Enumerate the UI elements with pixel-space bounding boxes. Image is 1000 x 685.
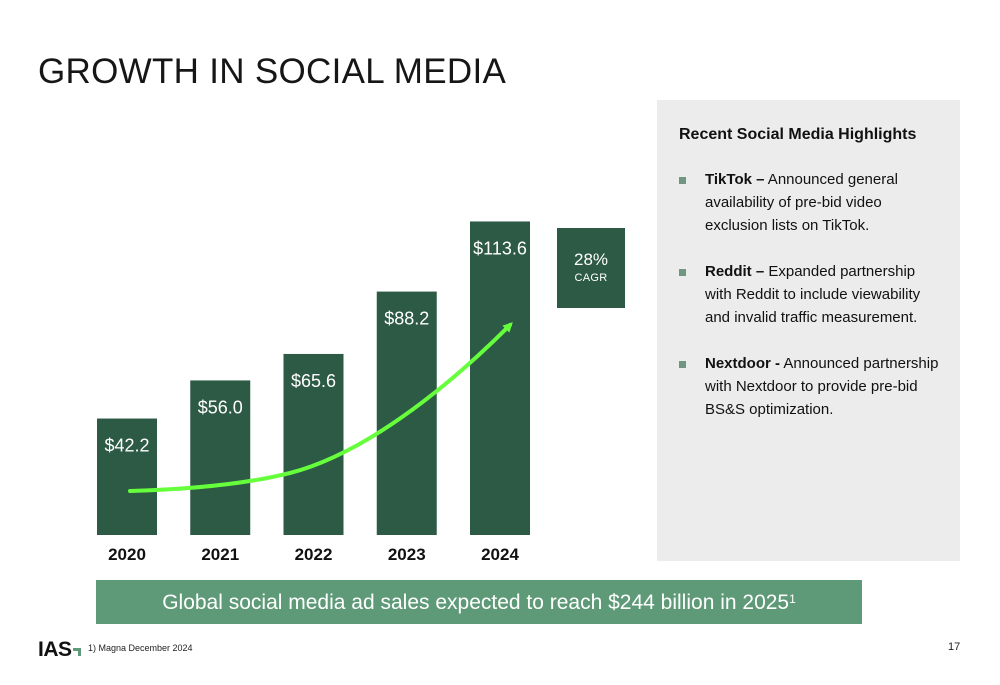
forecast-banner: Global social media ad sales expected to… bbox=[96, 580, 862, 624]
bar-value-label: $56.0 bbox=[198, 397, 243, 417]
bar-chart: $42.2 2020 $56.0 2021 $65.6 2022 $88.2 2023 $113… bbox=[97, 221, 530, 564]
banner-footnote-marker: 1 bbox=[789, 592, 796, 606]
bar-value-label: $42.2 bbox=[104, 436, 149, 456]
x-tick-label: 2020 bbox=[108, 545, 146, 564]
cagr-value: 28% bbox=[573, 250, 609, 269]
highlight-name: Nextdoor - bbox=[705, 355, 780, 372]
source-footnote: 1) Magna December 2024 bbox=[88, 643, 193, 653]
highlight-item-reddit: Reddit – Expanded partnership with Reddi… bbox=[679, 260, 942, 329]
highlights-title: Recent Social Media Highlights bbox=[679, 126, 917, 143]
logo-text: IAS bbox=[38, 638, 72, 661]
x-tick-label: 2022 bbox=[295, 545, 333, 564]
bar-2020 bbox=[97, 418, 157, 535]
highlight-item-tiktok: TikTok – Announced general availability … bbox=[679, 168, 942, 237]
bar-value-label: $65.6 bbox=[291, 371, 336, 391]
highlight-name: TikTok – bbox=[705, 171, 765, 188]
cagr-label: CAGR bbox=[574, 272, 608, 284]
bullet-icon bbox=[679, 269, 686, 276]
highlight-item-nextdoor: Nextdoor - Announced partnership with Ne… bbox=[679, 352, 942, 421]
x-tick-label: 2024 bbox=[481, 545, 519, 564]
highlight-text: Announced partnership with Nextdoor to p… bbox=[705, 355, 939, 418]
ias-logo: IAS bbox=[38, 638, 81, 661]
logo-mark-icon bbox=[72, 648, 81, 656]
growth-trend-arrow bbox=[128, 322, 513, 493]
bullet-icon bbox=[679, 361, 686, 368]
highlight-text: Announced general availability of pre-bi… bbox=[705, 171, 898, 234]
bar-2021 bbox=[190, 380, 251, 535]
cagr-badge: 28% CAGR bbox=[557, 228, 625, 308]
bar-2022 bbox=[283, 353, 344, 535]
highlight-text: Expanded partnership with Reddit to incl… bbox=[705, 263, 921, 326]
page-title: GROWTH IN SOCIAL MEDIA bbox=[38, 52, 507, 91]
x-tick-label: 2021 bbox=[201, 545, 239, 564]
bar-value-label: $88.2 bbox=[384, 309, 429, 329]
page-number: 17 bbox=[948, 641, 961, 653]
banner-text: Global social media ad sales expected to… bbox=[162, 591, 790, 614]
highlight-name: Reddit – bbox=[705, 263, 765, 280]
bar-2024 bbox=[470, 221, 530, 536]
highlights-panel: Recent Social Media Highlights TikTok – … bbox=[657, 100, 960, 561]
x-tick-label: 2023 bbox=[388, 545, 426, 564]
bar-value-label: $113.6 bbox=[473, 238, 527, 258]
bullet-icon bbox=[679, 177, 686, 184]
